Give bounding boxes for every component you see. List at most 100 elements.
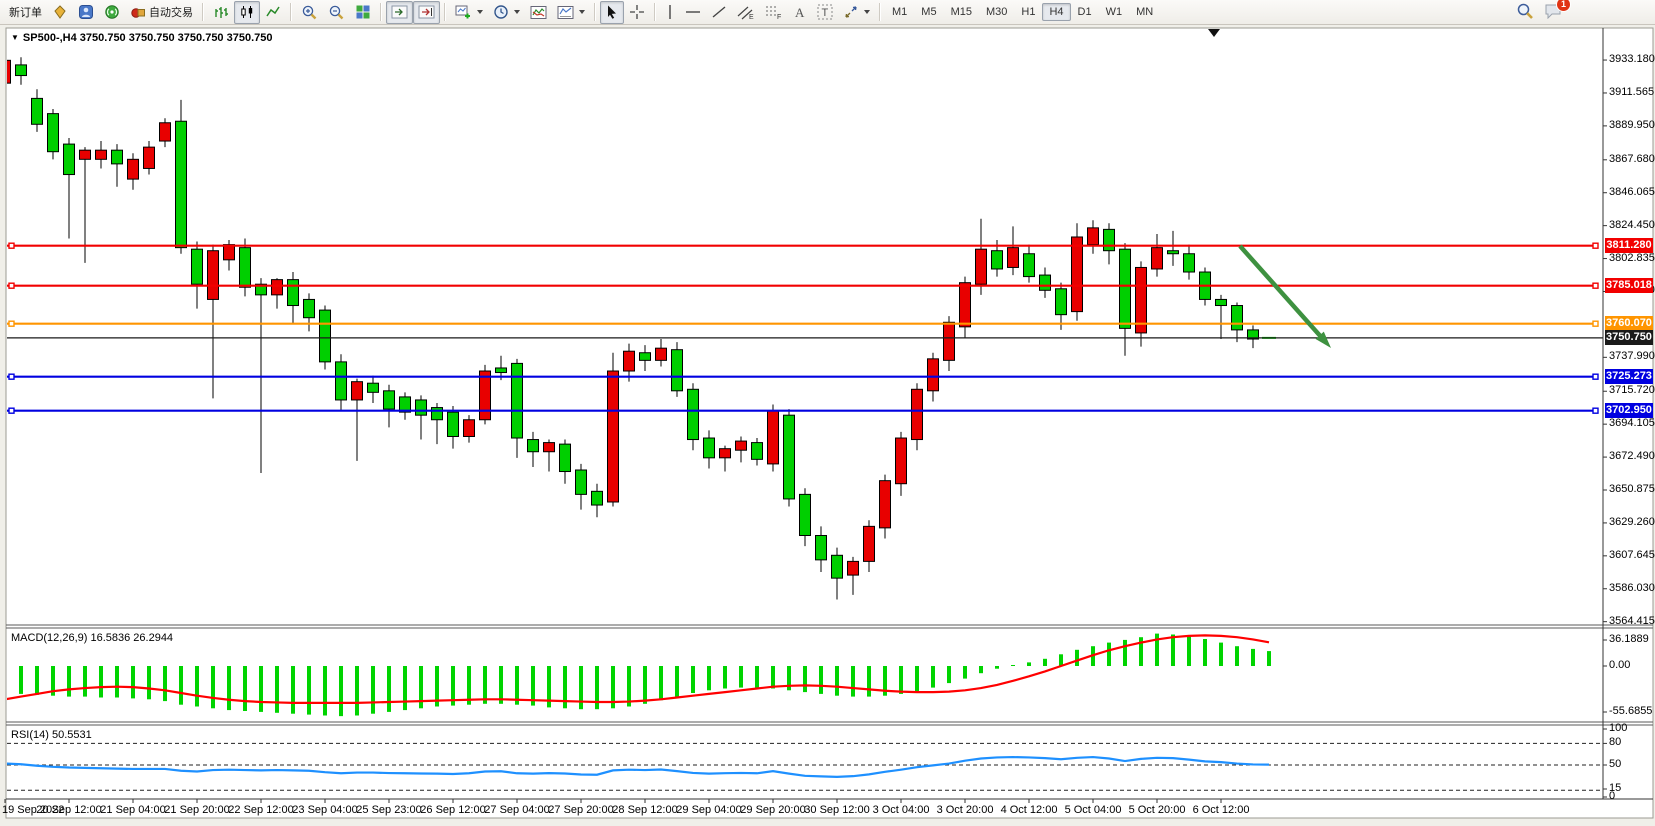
signal-broadcast-icon xyxy=(104,4,120,20)
tile-windows-icon xyxy=(355,4,371,20)
horizontal-line-tool-button[interactable] xyxy=(680,1,706,24)
text-tool-button[interactable]: A xyxy=(788,1,812,24)
channel-icon: E xyxy=(737,4,755,20)
candlestick-mode-button[interactable] xyxy=(234,0,260,24)
hline-3785.018[interactable] xyxy=(7,282,1599,289)
template-icon xyxy=(557,5,574,20)
fibonacci-tool-button[interactable]: F xyxy=(760,1,788,24)
price-axis-label: 3933.180 xyxy=(1609,53,1655,66)
trendline-icon xyxy=(711,4,727,20)
price-axis-label: 3672.490 xyxy=(1609,450,1655,463)
svg-text:T: T xyxy=(822,7,829,19)
auto-scroll-button[interactable] xyxy=(386,0,413,24)
toolbar-separator xyxy=(380,3,382,21)
zoom-in-button[interactable] xyxy=(296,1,323,24)
zoom-out-button[interactable] xyxy=(323,1,350,24)
price-axis-label: 3629.260 xyxy=(1609,515,1655,528)
rsi-indicator-label: RSI(14) 50.5531 xyxy=(11,729,92,741)
crosshair-tool-button[interactable] xyxy=(624,1,650,24)
text-a-icon: A xyxy=(793,4,807,20)
price-badge-3785.018: 3785.018 xyxy=(1605,278,1653,294)
timeframe-button-h4[interactable]: H4 xyxy=(1042,3,1071,21)
chevron-down-icon xyxy=(477,10,483,14)
svg-text:A: A xyxy=(795,5,805,20)
period-clock-button[interactable] xyxy=(488,1,525,24)
fibonacci-icon: F xyxy=(765,4,783,20)
trendline-tool-button[interactable] xyxy=(706,1,732,24)
hline-3811.280[interactable] xyxy=(7,242,1599,249)
rsi-scale-label: 0 xyxy=(1609,790,1616,802)
price-axis-label: 3802.835 xyxy=(1609,251,1655,264)
hline-3702.950[interactable] xyxy=(7,407,1599,414)
zoom-in-icon xyxy=(301,4,318,21)
chart-canvas[interactable] xyxy=(0,26,1655,826)
community-button[interactable] xyxy=(73,1,99,24)
macd-indicator-label: MACD(12,26,9) 16.5836 26.2944 xyxy=(11,632,174,644)
chart-shift-button[interactable] xyxy=(413,0,440,24)
new-chart-button[interactable] xyxy=(450,1,488,24)
hline-3725.273[interactable] xyxy=(7,373,1599,380)
new-order-button[interactable]: 新订单 xyxy=(4,1,47,24)
hline-3760.070[interactable] xyxy=(7,320,1599,327)
line-chart-icon xyxy=(265,4,281,20)
new-chart-icon xyxy=(455,4,472,20)
auto-trading-button[interactable]: 自动交易 xyxy=(125,1,198,24)
signals-button[interactable] xyxy=(99,1,125,24)
svg-text:F: F xyxy=(777,14,781,20)
time-axis-label: 22 Sep 12:00 xyxy=(228,804,294,816)
search-icon[interactable] xyxy=(1516,2,1534,23)
text-label-tool-button[interactable]: T xyxy=(812,1,838,24)
timeframe-button-mn[interactable]: MN xyxy=(1136,6,1154,18)
ohlc-values: 3750.750 3750.750 3750.750 3750.750 xyxy=(79,32,273,44)
arrows-tool-button[interactable] xyxy=(838,1,875,24)
macd-scale-label: 36.1889 xyxy=(1609,633,1649,645)
price-axis-label: 3586.030 xyxy=(1609,581,1655,594)
notification-badge: 1 xyxy=(1556,0,1571,12)
timeframe-button-m1[interactable]: M1 xyxy=(892,6,908,18)
bar-chart-mode-button[interactable] xyxy=(208,1,234,24)
tile-windows-button[interactable] xyxy=(350,1,376,24)
timeframe-button-m5[interactable]: M5 xyxy=(921,6,937,18)
chart-background xyxy=(5,27,1654,819)
time-axis-label: 6 Oct 12:00 xyxy=(1192,804,1250,816)
time-axis-label: 19 Sep 2022 xyxy=(2,804,65,816)
timeframe-button-m15[interactable]: M15 xyxy=(950,6,972,18)
price-axis-label: 3694.105 xyxy=(1609,417,1655,430)
price-badge-3725.273: 3725.273 xyxy=(1605,369,1653,385)
timeframe-button-d1[interactable]: D1 xyxy=(1077,6,1092,18)
time-axis-label: 30 Sep 12:00 xyxy=(804,804,870,816)
toolbar-separator xyxy=(879,3,881,21)
templates-button[interactable] xyxy=(552,1,590,24)
chart-title: ▼ SP500-,H4 3750.750 3750.750 3750.750 37… xyxy=(11,32,273,44)
vertical-line-tool-button[interactable] xyxy=(660,1,680,24)
candlestick-icon xyxy=(239,4,255,20)
indicator-chart-icon xyxy=(530,5,547,20)
timeframe-group: M1 M5 M15 M30 H1 H4 D1 W1 MN xyxy=(885,3,1160,21)
cursor-arrow-icon xyxy=(605,4,619,20)
chart-shift-marker-icon[interactable] xyxy=(1208,29,1220,37)
indicators-button[interactable] xyxy=(525,1,552,24)
cursor-tool-button[interactable] xyxy=(600,0,624,24)
notifications-button[interactable]: 1 xyxy=(1544,0,1571,22)
price-axis-label: 3715.720 xyxy=(1609,384,1655,397)
trend-arrow[interactable] xyxy=(1238,244,1331,348)
timeframe-button-w1[interactable]: W1 xyxy=(1105,6,1123,18)
new-order-label: 新订单 xyxy=(9,7,42,19)
timeframe-button-h1[interactable]: H1 xyxy=(1021,6,1036,18)
svg-text:E: E xyxy=(749,14,754,20)
auto-scroll-icon xyxy=(391,5,408,19)
rsi-scale-label: 50 xyxy=(1609,758,1622,770)
symbol-period-label: SP500-,H4 xyxy=(22,32,77,44)
line-chart-mode-button[interactable] xyxy=(260,1,286,24)
price-badge-3750.750: 3750.750 xyxy=(1605,330,1653,346)
timeframe-button-m30[interactable]: M30 xyxy=(985,6,1008,18)
time-axis-label: 23 Sep 04:00 xyxy=(292,804,358,816)
time-axis-label: 4 Oct 12:00 xyxy=(1000,804,1058,816)
symbol-dropdown-icon[interactable]: ▼ xyxy=(11,33,19,42)
time-axis-label: 5 Oct 20:00 xyxy=(1128,804,1186,816)
equidistant-channel-tool-button[interactable]: E xyxy=(732,1,760,24)
price-axis-label: 3607.645 xyxy=(1609,548,1655,561)
arrow-objects-icon xyxy=(843,4,859,20)
macd-scale-label: 0.00 xyxy=(1609,659,1631,671)
deposit-button[interactable] xyxy=(47,1,73,24)
